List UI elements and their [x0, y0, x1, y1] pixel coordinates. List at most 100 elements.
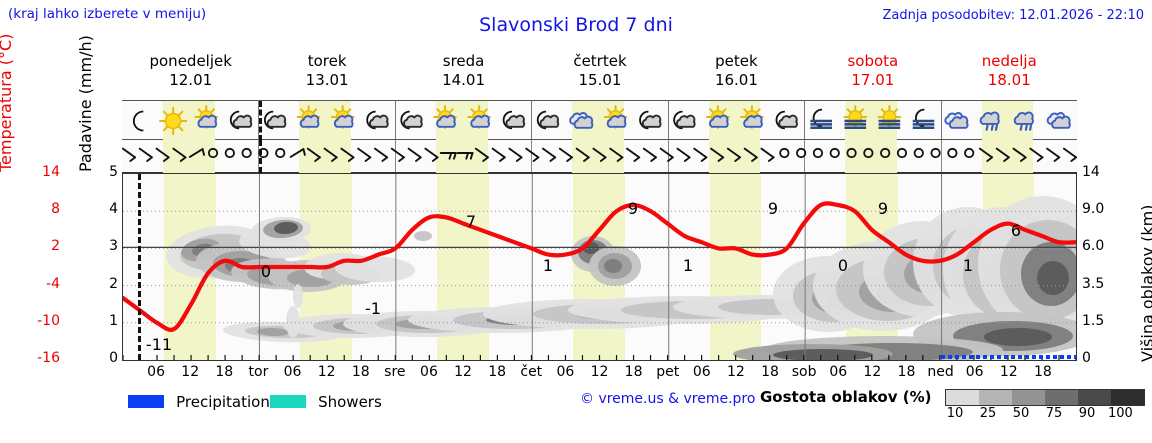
day-separator — [394, 101, 396, 139]
wind-barb — [542, 147, 557, 162]
day-date: 16.01 — [714, 71, 758, 89]
precipitation-tick: 2 — [109, 275, 118, 292]
sun-cloud-icon — [194, 105, 219, 129]
temperature-tick: -4 — [46, 275, 60, 292]
precipitation-tick: 4 — [109, 201, 118, 218]
x-tick-label: pet — [656, 364, 680, 380]
wind-barb — [558, 147, 573, 162]
temperature-tick: 14 — [42, 164, 60, 180]
wind-barb — [880, 147, 891, 159]
x-tick-label: 12 — [727, 364, 745, 380]
current-time-marker — [138, 174, 141, 360]
cloud-height-tick: 14 — [1082, 164, 1100, 180]
x-tick-label: 06 — [147, 364, 165, 380]
temperature-extreme-label: 9 — [628, 199, 638, 218]
moon-cloud-icon — [673, 110, 696, 130]
wind-barb — [796, 147, 807, 159]
weather-icon-band — [122, 100, 1077, 141]
sun-cloud-icon — [740, 105, 764, 129]
sun-icon — [159, 106, 188, 136]
day-date: 15.01 — [578, 71, 622, 89]
wind-barb — [779, 147, 790, 159]
wind-barb — [964, 147, 975, 159]
rain-icon — [979, 111, 1000, 131]
cloud-icon — [1046, 112, 1071, 129]
day-name: sobota — [847, 52, 899, 70]
daylight-band — [299, 140, 352, 173]
moon-cloud-icon — [536, 110, 560, 130]
wind-barb — [743, 147, 758, 162]
wind-barb — [1012, 147, 1027, 162]
day-date: 17.01 — [851, 71, 895, 89]
location-menu-note: (kraj lahko izberete v meniju) — [8, 6, 207, 22]
copyright-label[interactable]: © vreme.us & vreme.pro — [580, 391, 756, 407]
y-axis-title-precipitation: Padavine (mm/h) — [76, 35, 95, 172]
day-header-3: sreda 14.01 — [395, 52, 532, 90]
precipitation-label: Precipitation — [176, 392, 270, 411]
day-separator — [531, 101, 533, 139]
cloud-density-swatch — [1078, 390, 1111, 405]
wind-barb — [829, 147, 840, 159]
wind-barb — [289, 148, 306, 158]
wind-barb — [812, 147, 824, 159]
moon-cloud-icon — [400, 110, 423, 130]
cloud-density-tick: 100 — [1108, 406, 1133, 421]
wind-barb — [930, 147, 941, 159]
x-tick-label: 18 — [897, 364, 916, 380]
legend-row: Precipitation Showers — [0, 386, 1152, 443]
x-tick-label: sob — [791, 364, 817, 380]
wind-barb — [726, 147, 741, 162]
x-tick-label: 12 — [181, 364, 200, 380]
showers-swatch — [270, 395, 306, 408]
precipitation-bars-layer — [941, 355, 1076, 359]
last-update-label: Zadnja posodobitev: 12.01.2026 - 22:10 — [882, 8, 1144, 23]
x-tick-label: 18 — [1033, 364, 1052, 380]
sun-cloud-icon — [467, 105, 491, 129]
wind-barb — [947, 147, 958, 159]
x-tick-label: 06 — [283, 364, 302, 380]
temperature-annotations: -110-171919091615 — [146, 199, 1021, 354]
x-tick-label: 18 — [351, 364, 370, 380]
temperature-curve — [123, 201, 1076, 332]
day-separator — [667, 101, 669, 139]
moon-cloud-icon — [264, 110, 287, 130]
x-tick-label: sre — [384, 364, 406, 380]
precipitation-tick: 5 — [109, 164, 118, 180]
x-tick-label: 12 — [590, 364, 609, 380]
wind-barb — [676, 147, 691, 162]
wind-barb — [138, 147, 153, 162]
wind-barb — [508, 147, 523, 162]
sun-fog-icon — [877, 105, 902, 130]
cloud-density-tick: 90 — [1078, 406, 1096, 421]
moon-cloud-icon — [366, 110, 389, 130]
x-tick-label: 06 — [420, 364, 438, 380]
sun-cloud-icon — [296, 105, 321, 129]
wind-barb — [592, 147, 607, 162]
wind-barb — [642, 147, 657, 162]
meteogram-plot: -110-171919091615 — [122, 173, 1077, 361]
cloud-height-tick: 6.0 — [1082, 238, 1105, 255]
temperature-extreme-label: 6 — [1011, 221, 1021, 240]
day-separator — [804, 101, 806, 139]
wind-barb-band — [122, 140, 1077, 173]
page-title: Slavonski Brod 7 dni — [479, 14, 673, 36]
wind-barb — [155, 147, 170, 162]
temperature-extreme-label: 9 — [768, 199, 778, 218]
wind-barb — [323, 147, 338, 162]
moon-fog-icon — [912, 108, 935, 130]
temperature-tick: 8 — [51, 201, 60, 218]
day-header-6: sobota 17.01 — [804, 52, 941, 90]
moon-cloud-icon — [502, 110, 526, 130]
rain-icon — [1013, 111, 1034, 131]
x-tick-label: 12 — [317, 364, 336, 380]
legend-precipitation: Precipitation — [128, 391, 270, 411]
wind-barb — [525, 147, 540, 162]
wind-barb — [693, 147, 708, 162]
temperature-tick: -16 — [37, 350, 60, 366]
x-tick-label: 18 — [624, 364, 643, 380]
x-tick-label: 12 — [999, 364, 1018, 380]
cloud-density-tick: 10 — [946, 406, 964, 421]
day-name: torek — [307, 52, 347, 70]
x-tick-label: čet — [520, 364, 543, 380]
